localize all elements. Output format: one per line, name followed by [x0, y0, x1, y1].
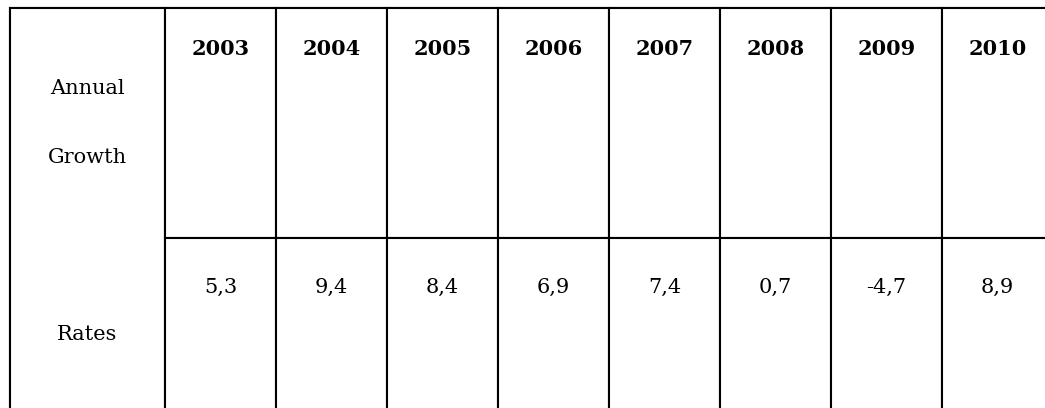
- Bar: [720, 238, 831, 408]
- Bar: [831, 8, 942, 238]
- Text: 9,4: 9,4: [315, 277, 348, 297]
- Bar: [276, 238, 387, 408]
- Bar: [10, 8, 165, 408]
- Text: Growth: Growth: [48, 148, 127, 167]
- Text: 5,3: 5,3: [204, 277, 237, 297]
- Bar: [609, 238, 720, 408]
- Text: 0,7: 0,7: [759, 277, 792, 297]
- Text: 2003: 2003: [191, 40, 250, 60]
- Bar: [942, 8, 1045, 238]
- Text: Rates: Rates: [57, 325, 118, 344]
- Bar: [165, 238, 276, 408]
- Text: 2010: 2010: [969, 40, 1026, 60]
- Bar: [831, 238, 942, 408]
- Text: 7,4: 7,4: [648, 277, 681, 297]
- Text: 8,9: 8,9: [981, 277, 1014, 297]
- Text: 2008: 2008: [746, 40, 805, 60]
- Text: 2004: 2004: [302, 40, 361, 60]
- Bar: [165, 8, 276, 238]
- Text: 2005: 2005: [414, 40, 471, 60]
- Text: 2007: 2007: [635, 40, 694, 60]
- Bar: [498, 238, 609, 408]
- Bar: [276, 8, 387, 238]
- Bar: [387, 238, 498, 408]
- Bar: [498, 8, 609, 238]
- Text: Annual: Annual: [50, 79, 124, 98]
- Bar: [942, 238, 1045, 408]
- Bar: [720, 8, 831, 238]
- Text: 8,4: 8,4: [426, 277, 459, 297]
- Text: 6,9: 6,9: [537, 277, 571, 297]
- Text: 2009: 2009: [857, 40, 915, 60]
- Text: -4,7: -4,7: [866, 277, 907, 297]
- Text: 2006: 2006: [525, 40, 583, 60]
- Bar: [609, 8, 720, 238]
- Bar: [387, 8, 498, 238]
